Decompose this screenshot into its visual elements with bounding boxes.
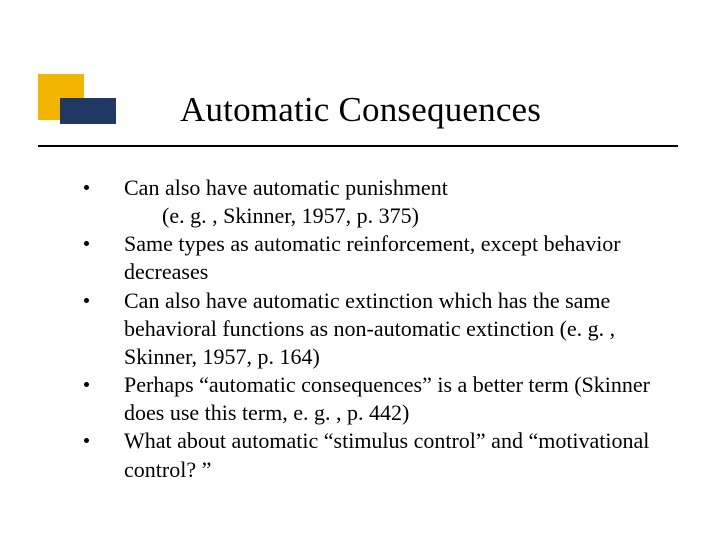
slide: Automatic Consequences Can also have aut…	[0, 0, 720, 540]
bullet-text: Same types as automatic reinforcement, e…	[124, 231, 621, 284]
list-item: What about automatic “stimulus control” …	[70, 427, 680, 483]
list-item: Same types as automatic reinforcement, e…	[70, 230, 680, 286]
bullet-icon	[84, 298, 89, 303]
bullet-subtext: (e. g. , Skinner, 1957, p. 375)	[124, 202, 680, 230]
bullet-text: Can also have automatic punishment	[124, 175, 448, 200]
list-item: Can also have automatic punishment (e. g…	[70, 174, 680, 230]
slide-body: Can also have automatic punishment (e. g…	[70, 174, 680, 484]
list-item: Can also have automatic extinction which…	[70, 287, 680, 371]
bullet-icon	[84, 185, 89, 190]
bullet-text: Perhaps “automatic consequences” is a be…	[124, 372, 650, 425]
bullet-text: What about automatic “stimulus control” …	[124, 428, 649, 481]
slide-title: Automatic Consequences	[180, 90, 541, 130]
bullet-icon	[84, 438, 89, 443]
title-rule	[38, 145, 678, 147]
bullet-list: Can also have automatic punishment (e. g…	[70, 174, 680, 484]
bullet-text: Can also have automatic extinction which…	[124, 288, 615, 369]
bullet-icon	[84, 241, 89, 246]
accent-navy-rect	[60, 98, 116, 124]
bullet-icon	[84, 382, 89, 387]
list-item: Perhaps “automatic consequences” is a be…	[70, 371, 680, 427]
